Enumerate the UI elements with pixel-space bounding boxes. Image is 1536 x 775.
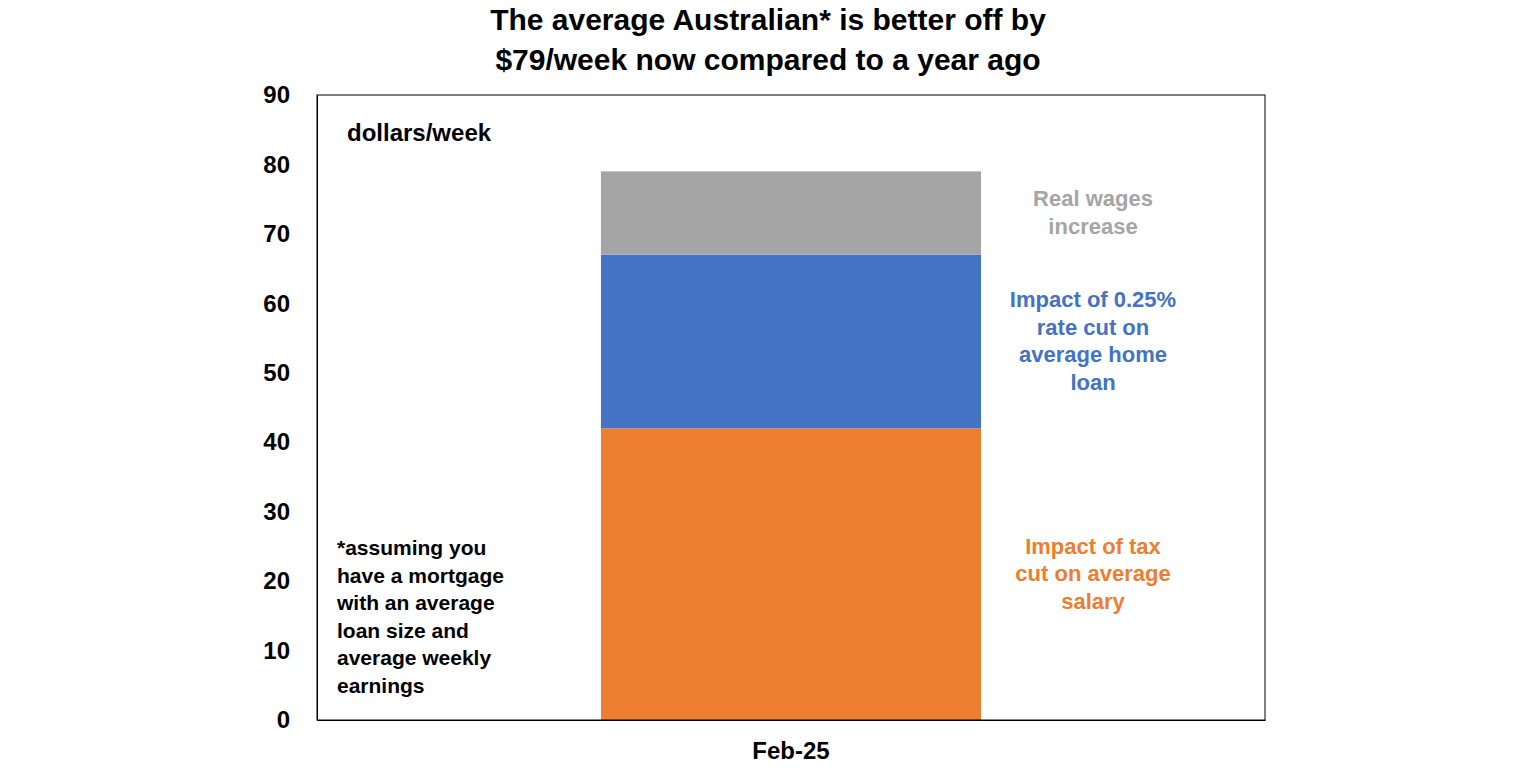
segment-label: Impact of taxcut on averagesalary [1015, 534, 1170, 614]
y-tick: 50 [263, 359, 317, 386]
y-tick-label: 80 [263, 151, 290, 178]
plot-frame [317, 95, 1265, 720]
x-tick-label: Feb-25 [752, 737, 829, 764]
y-tick-label: 50 [263, 359, 290, 386]
y-tick: 80 [263, 151, 317, 178]
segment-label: Impact of 0.25%rate cut onaverage homelo… [1010, 287, 1176, 395]
bar-segment [601, 171, 981, 254]
y-tick: 70 [263, 220, 317, 247]
y-tick-label: 20 [263, 567, 290, 594]
chart: The average Australian* is better off by… [0, 0, 1536, 775]
y-axis-line [317, 96, 318, 721]
y-tick-label: 40 [263, 428, 290, 455]
y-tick-label: 60 [263, 290, 290, 317]
bar-segment [601, 428, 981, 720]
bar-segment [601, 255, 981, 429]
y-tick: 60 [263, 290, 317, 317]
y-tick: 90 [263, 81, 317, 108]
x-tick: Feb-25 [752, 720, 829, 764]
y-axis: 0 10 20 30 40 50 60 70 80 90 [263, 81, 317, 733]
y-tick: 0 [277, 706, 317, 733]
title: The average Australian* is better off by [490, 3, 1046, 36]
y-tick: 40 [263, 428, 317, 455]
y-axis-title: dollars/week [347, 119, 492, 146]
x-axis: Feb-25 [318, 720, 1266, 764]
y-tick-label: 10 [263, 637, 290, 664]
title: $79/week now compared to a year ago [495, 43, 1040, 76]
y-tick: 30 [263, 498, 317, 525]
x-axis-line [318, 720, 1266, 721]
annotation: *assuming youhave a mortgagewith an aver… [336, 536, 504, 697]
y-tick: 10 [263, 637, 317, 664]
y-tick-label: 30 [263, 498, 290, 525]
bars [601, 171, 981, 720]
y-tick: 20 [263, 567, 317, 594]
y-tick-label: 70 [263, 220, 290, 247]
y-tick-label: 0 [277, 706, 290, 733]
y-tick-label: 90 [263, 81, 290, 108]
segment-label: Real wagesincrease [1033, 186, 1153, 239]
